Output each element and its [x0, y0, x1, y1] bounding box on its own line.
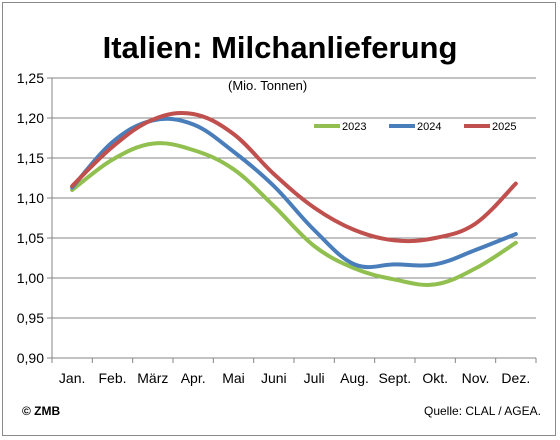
y-tick-label: 1,20: [17, 110, 44, 126]
x-tick-label: Aug.: [340, 370, 369, 386]
x-tick-label: März: [137, 370, 168, 386]
x-tick-label: Okt.: [422, 370, 448, 386]
y-tick-label: 1,00: [17, 270, 44, 286]
chart-frame: [2, 2, 556, 436]
y-tick-label: 1,15: [17, 150, 44, 166]
y-tick-label: 1,05: [17, 230, 44, 246]
source-text: Quelle: CLAL / AGEA.: [424, 404, 541, 418]
x-tick-labels: Jan. Feb. März Apr. Mai Juni Juli Aug. Sept. Okt.…: [59, 370, 530, 386]
chart-subtitle: (Mio. Tonnen): [228, 78, 308, 93]
series-lines: [70, 110, 518, 287]
legend-label-2025: 2025: [492, 121, 516, 133]
x-tick-label: Feb.: [98, 370, 126, 386]
chart-title: Italien: Milchanlieferung: [102, 30, 458, 65]
legend-label-2023: 2023: [342, 121, 366, 133]
x-tick-label: Juni: [261, 370, 287, 386]
y-tick-label: 0,95: [17, 310, 44, 326]
series-line-2025: [70, 110, 518, 244]
x-tick-label: Mai: [222, 370, 245, 386]
series-line-2023: [70, 141, 518, 287]
y-tick-labels: 0,90 0,95 1,00 1,05 1,10 1,15 1,20 1,25: [17, 70, 44, 366]
gridlines: [52, 77, 536, 319]
x-tick-label: Nov.: [462, 370, 490, 386]
x-tick-label: Jan.: [59, 370, 85, 386]
axes: [47, 77, 537, 363]
x-tick-label: Dez.: [501, 370, 530, 386]
x-tick-label: Apr.: [181, 370, 206, 386]
x-tick-label: Juli: [304, 370, 325, 386]
y-tick-label: 0,90: [17, 350, 44, 366]
y-tick-label: 1,25: [17, 70, 44, 86]
legend-label-2024: 2024: [417, 121, 441, 133]
legend: 2023 2024 2025: [314, 121, 516, 133]
copyright-text: © ZMB: [22, 404, 61, 418]
x-tick-label: Sept.: [378, 370, 411, 386]
y-tick-label: 1,10: [17, 190, 44, 206]
